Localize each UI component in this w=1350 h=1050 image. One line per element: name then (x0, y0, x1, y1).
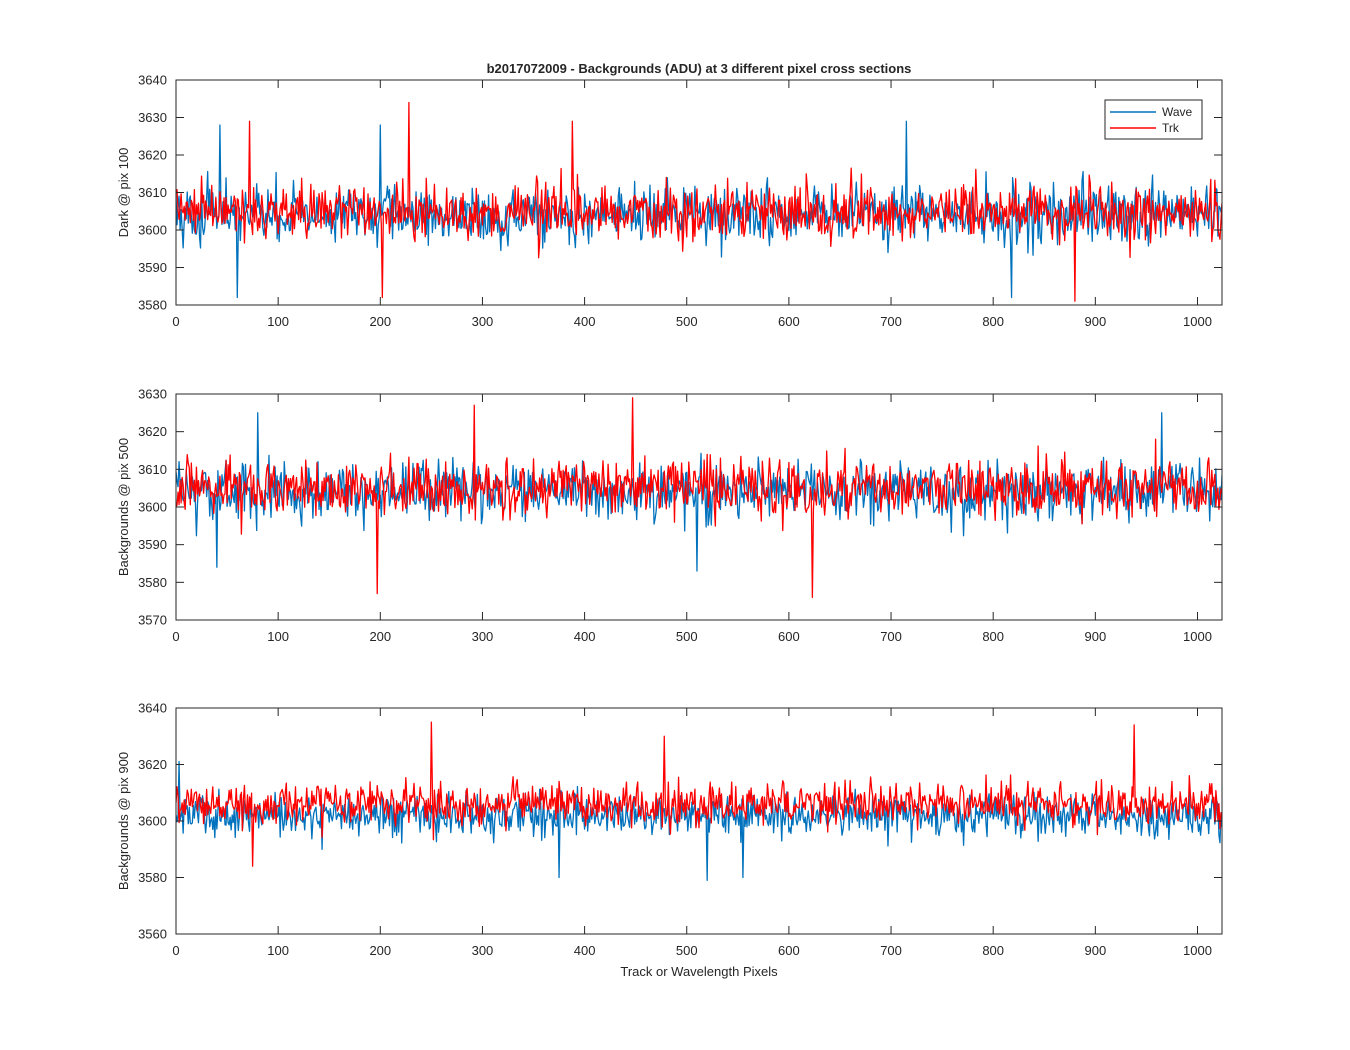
y-tick-label: 3590 (138, 260, 167, 275)
x-tick-label: 100 (267, 314, 289, 329)
x-tick-label: 100 (267, 629, 289, 644)
series-line-wave (176, 120, 1222, 299)
y-tick-label: 3570 (138, 613, 167, 628)
x-tick-label: 900 (1084, 629, 1106, 644)
y-axis-label: Dark @ pix 100 (116, 148, 131, 238)
y-tick-label: 3640 (138, 701, 167, 716)
x-tick-label: 0 (172, 629, 179, 644)
y-axis-label: Backgrounds @ pix 900 (116, 752, 131, 890)
x-tick-label: 0 (172, 943, 179, 958)
x-tick-label: 100 (267, 943, 289, 958)
x-tick-label: 1000 (1183, 629, 1212, 644)
legend-box (1104, 99, 1203, 140)
y-tick-label: 3580 (138, 575, 167, 590)
y-tick-label: 3580 (138, 870, 167, 885)
x-tick-label: 300 (472, 943, 494, 958)
x-tick-label: 700 (880, 314, 902, 329)
x-tick-label: 600 (778, 943, 800, 958)
x-tick-label: 900 (1084, 314, 1106, 329)
x-tick-label: 1000 (1183, 943, 1212, 958)
x-tick-label: 800 (982, 314, 1004, 329)
x-tick-label: 500 (676, 629, 698, 644)
x-axis-label: Track or Wavelength Pixels (620, 964, 778, 979)
axes-box (175, 79, 1223, 306)
x-tick-label: 500 (676, 943, 698, 958)
panels: 0 100 200 300 400 500 600 700 800 900 100035803590… (116, 73, 1223, 958)
legend-label-trk: Trk (1162, 121, 1180, 135)
y-tick-label: 3590 (138, 537, 167, 552)
y-tick-label: 3620 (138, 757, 167, 772)
y-tick-label: 3640 (138, 73, 167, 88)
x-tick-label: 200 (369, 943, 391, 958)
x-tick-label: 900 (1084, 943, 1106, 958)
x-tick-label: 1000 (1183, 314, 1212, 329)
x-tick-label: 200 (369, 629, 391, 644)
y-tick-label: 3600 (138, 500, 167, 515)
x-tick-label: 400 (574, 943, 596, 958)
x-tick-label: 800 (982, 629, 1004, 644)
x-tick-label: 300 (472, 314, 494, 329)
y-tick-label: 3600 (138, 814, 167, 829)
series-line-wave (176, 412, 1222, 572)
x-tick-label: 700 (880, 943, 902, 958)
legend-label-wave: Wave (1162, 105, 1193, 119)
legend: Wave Trk (1104, 99, 1203, 140)
series-line-trk (176, 397, 1222, 599)
x-tick-label: 500 (676, 314, 698, 329)
x-tick-label: 400 (574, 629, 596, 644)
chart-title: b2017072009 - Backgrounds (ADU) at 3 dif… (487, 61, 912, 76)
x-tick-label: 300 (472, 629, 494, 644)
axes-box (175, 393, 1223, 621)
panel-3: 0 100 200 300 400 500 600 700 800 900 1000 3560 3580… (116, 701, 1223, 958)
x-tick-label: 400 (574, 314, 596, 329)
x-tick-label: 200 (369, 314, 391, 329)
y-tick-label: 3610 (138, 462, 167, 477)
x-tick-label: 600 (778, 629, 800, 644)
y-tick-label: 3560 (138, 927, 167, 942)
y-tick-label: 3620 (138, 424, 167, 439)
series-line-trk (176, 101, 1222, 302)
x-tick-label: 700 (880, 629, 902, 644)
series-line-trk (176, 721, 1222, 867)
y-axis-label: Backgrounds @ pix 500 (116, 438, 131, 576)
y-tick-label: 3630 (138, 387, 167, 402)
y-tick-label: 3600 (138, 223, 167, 238)
x-tick-label: 0 (172, 314, 179, 329)
x-tick-label: 800 (982, 943, 1004, 958)
y-tick-label: 3620 (138, 148, 167, 163)
y-tick-label: 3610 (138, 185, 167, 200)
x-tick-label: 600 (778, 314, 800, 329)
y-tick-label: 3580 (138, 298, 167, 313)
panel-2: 0 100 200 300 400 500 600 700 800 900 1000 3570 3580… (116, 387, 1223, 644)
panel-1: 0 100 200 300 400 500 600 700 800 900 1000 3580 3590… (116, 73, 1223, 329)
y-tick-label: 3630 (138, 110, 167, 125)
